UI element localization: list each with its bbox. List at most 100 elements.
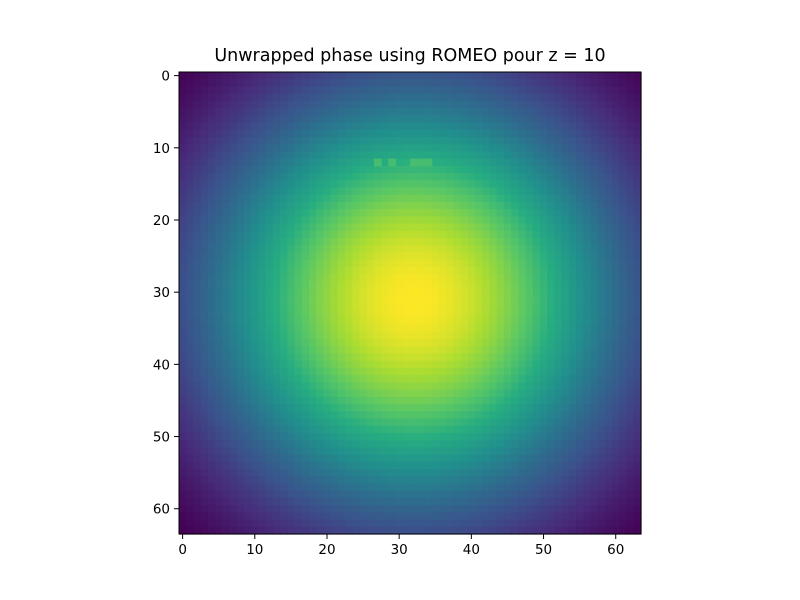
heatmap-cell	[482, 194, 491, 203]
heatmap-cell	[619, 440, 628, 448]
heatmap-cell	[503, 115, 512, 124]
heatmap-cell	[229, 497, 238, 506]
heatmap-cell	[539, 324, 548, 333]
heatmap-cell	[518, 281, 527, 290]
heatmap-cell	[215, 411, 223, 420]
heatmap-cell	[568, 136, 577, 145]
heatmap-cell	[388, 259, 397, 268]
heatmap-cell	[554, 324, 563, 333]
heatmap-cell	[554, 122, 563, 131]
heatmap-cell	[518, 497, 527, 506]
heatmap-cell	[301, 288, 310, 297]
heatmap-cell	[518, 418, 527, 427]
heatmap-cell	[474, 389, 483, 398]
heatmap-cell	[583, 317, 592, 326]
heatmap-cell	[402, 238, 411, 246]
heatmap-cell	[539, 375, 548, 384]
heatmap-cell	[359, 194, 368, 203]
heatmap-cell	[626, 238, 635, 246]
heatmap-cell	[402, 194, 411, 203]
heatmap-cell	[576, 317, 584, 326]
heatmap-cell	[539, 497, 548, 506]
heatmap-cell	[308, 469, 317, 477]
heatmap-cell	[431, 266, 440, 275]
heatmap-cell	[561, 209, 570, 217]
heatmap-cell	[366, 432, 375, 441]
heatmap-cell	[345, 404, 353, 412]
heatmap-cell	[272, 129, 281, 138]
heatmap-cell	[381, 526, 389, 535]
heatmap-cell	[215, 505, 223, 513]
heatmap-cell	[503, 288, 512, 297]
heatmap-cell	[179, 469, 187, 477]
heatmap-cell	[200, 158, 209, 167]
heatmap-cell	[547, 404, 555, 412]
heatmap-cell	[489, 288, 498, 297]
heatmap-cell	[410, 216, 418, 225]
heatmap-cell	[243, 440, 252, 448]
heatmap-cell	[207, 526, 216, 535]
heatmap-cell	[496, 115, 505, 124]
heatmap-cell	[626, 324, 635, 333]
heatmap-cell	[612, 266, 620, 275]
heatmap-cell	[431, 497, 440, 506]
heatmap-cell	[294, 194, 303, 203]
heatmap-cell	[626, 425, 635, 434]
heatmap-cell	[265, 367, 274, 376]
heatmap-cell	[215, 86, 223, 95]
heatmap-cell	[243, 353, 252, 362]
heatmap-cell	[503, 223, 512, 232]
heatmap-cell	[236, 490, 245, 499]
heatmap-cell	[294, 86, 303, 95]
heatmap-cell	[301, 238, 310, 246]
heatmap-cell	[345, 108, 353, 116]
heatmap-cell	[532, 367, 541, 376]
heatmap-cell	[323, 129, 332, 138]
heatmap-cell	[280, 209, 288, 217]
heatmap-cell	[294, 461, 303, 470]
heatmap-cell	[431, 483, 440, 492]
heatmap-cell	[547, 432, 555, 441]
heatmap-cell	[482, 418, 491, 427]
heatmap-cell	[265, 223, 274, 232]
heatmap-cell	[474, 526, 483, 535]
heatmap-cell	[496, 454, 505, 463]
heatmap-cell	[222, 136, 231, 145]
heatmap-cell	[561, 375, 570, 384]
heatmap-cell	[222, 389, 231, 398]
heatmap-cell	[539, 223, 548, 232]
heatmap-cell	[308, 86, 317, 95]
heatmap-cell	[402, 519, 411, 528]
heatmap-cell	[222, 288, 231, 297]
heatmap-cell	[330, 245, 339, 254]
heatmap-cell	[272, 144, 281, 153]
heatmap-cell	[590, 259, 599, 268]
heatmap-cell	[179, 115, 187, 124]
heatmap-cell	[496, 122, 505, 131]
heatmap-cell	[323, 158, 332, 167]
heatmap-cell	[179, 144, 187, 153]
heatmap-cell	[590, 512, 599, 521]
heatmap-cell	[410, 512, 418, 521]
heatmap-cell	[576, 396, 584, 405]
heatmap-cell	[489, 396, 498, 405]
heatmap-cell	[424, 375, 433, 384]
heatmap-cell	[511, 389, 519, 398]
heatmap-cell	[590, 476, 599, 485]
heatmap-cell	[633, 180, 642, 189]
heatmap-cell	[525, 274, 534, 282]
heatmap-cell	[359, 505, 368, 513]
y-tick-label: 30	[153, 285, 170, 301]
heatmap-cell	[330, 230, 339, 239]
heatmap-cell	[243, 497, 252, 506]
heatmap-cell	[179, 245, 187, 254]
heatmap-cell	[503, 367, 512, 376]
heatmap-cell	[590, 173, 599, 181]
heatmap-cell	[258, 281, 267, 290]
heatmap-cell	[323, 122, 332, 131]
heatmap-cell	[532, 165, 541, 174]
heatmap-cell	[345, 432, 353, 441]
heatmap-cell	[294, 360, 303, 369]
heatmap-cell	[186, 129, 195, 138]
heatmap-cell	[381, 411, 389, 420]
